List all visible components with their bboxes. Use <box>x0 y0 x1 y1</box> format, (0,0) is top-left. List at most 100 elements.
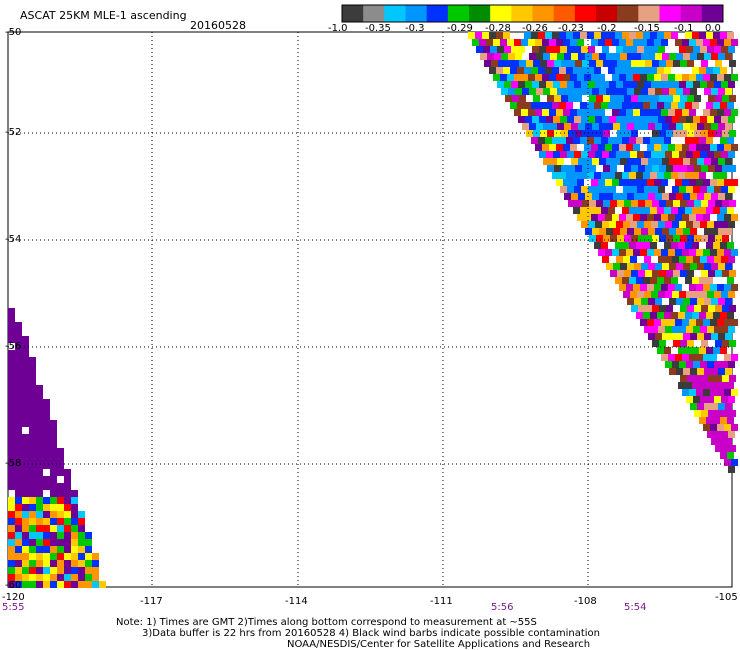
swath-cell <box>529 123 536 130</box>
swath-cell <box>652 95 659 102</box>
swath-cell <box>672 361 679 368</box>
swath-cell <box>728 291 735 298</box>
swath-cell <box>591 144 598 151</box>
swath-cell <box>658 186 665 193</box>
swath-cell <box>703 144 710 151</box>
swath-cell <box>637 151 644 158</box>
swath-cell <box>704 403 711 410</box>
swath-cell <box>512 60 519 67</box>
swath-cell <box>706 67 713 74</box>
swath-cell <box>22 553 29 560</box>
swath-cell <box>50 427 57 434</box>
swath-cell <box>623 116 630 123</box>
swath-cell <box>36 413 43 420</box>
swath-cell <box>711 333 718 340</box>
swath-cell <box>650 32 657 39</box>
swath-cell <box>505 60 512 67</box>
swath-cell <box>29 371 36 378</box>
swath-cell <box>664 277 671 284</box>
swath-cell <box>554 95 561 102</box>
swath-cell <box>599 193 606 200</box>
swath-cell <box>78 567 85 574</box>
swath-cell <box>724 39 731 46</box>
swath-cell <box>613 88 620 95</box>
swath-cell <box>718 53 725 60</box>
swath-cell <box>711 263 718 270</box>
swath-cell <box>490 46 497 53</box>
swath-cell <box>567 81 574 88</box>
swath-cell <box>722 340 729 347</box>
swath-cell <box>622 32 629 39</box>
swath-cell <box>693 326 700 333</box>
swath-cell <box>571 158 578 165</box>
swath-cell <box>64 476 71 483</box>
swath-cell <box>685 242 692 249</box>
swath-cell <box>675 144 682 151</box>
swath-cell <box>602 81 609 88</box>
swath-cell <box>50 455 57 462</box>
swath-cell <box>710 249 717 256</box>
swath-cell <box>508 88 515 95</box>
swath-cell <box>8 329 15 336</box>
swath-cell <box>610 165 617 172</box>
swath-cell <box>659 235 666 242</box>
swath-cell <box>22 336 29 343</box>
swath-cell <box>71 553 78 560</box>
swath-cell <box>713 347 720 354</box>
swath-cell <box>658 151 665 158</box>
swath-cell <box>690 333 697 340</box>
swath-cell <box>724 109 731 116</box>
swath-cell <box>650 207 657 214</box>
swath-cell <box>560 81 567 88</box>
colorbar-swatch <box>426 5 449 22</box>
swath-cell <box>580 172 587 179</box>
swath-cell <box>671 242 678 249</box>
swath-cell <box>640 214 647 221</box>
swath-cell <box>8 413 15 420</box>
swath-cell <box>657 207 664 214</box>
swath-cell <box>626 249 633 256</box>
lon-label: -105 <box>715 592 738 603</box>
swath-cell <box>706 417 713 424</box>
swath-cell <box>484 60 491 67</box>
swath-cell <box>680 270 687 277</box>
swath-cell <box>686 186 693 193</box>
swath-cell <box>644 81 651 88</box>
swath-cell <box>728 221 735 228</box>
swath-cell <box>634 228 641 235</box>
swath-cell <box>594 32 601 39</box>
swath-cell <box>728 326 735 333</box>
swath-cell <box>71 539 78 546</box>
swath-cell <box>647 39 654 46</box>
swath-cell <box>654 319 661 326</box>
swath-cell <box>665 326 672 333</box>
swath-cell <box>710 109 717 116</box>
swath-cell <box>543 53 550 60</box>
swath-cell <box>700 221 707 228</box>
swath-cell <box>727 382 734 389</box>
swath-cell <box>36 483 43 490</box>
swath-cell <box>563 39 570 46</box>
swath-cell <box>637 81 644 88</box>
swath-cell <box>692 102 699 109</box>
swath-cell <box>36 497 43 504</box>
swath-cell <box>578 53 585 60</box>
swath-cell <box>724 354 731 361</box>
swath-cell <box>675 214 682 221</box>
swath-cell <box>696 74 703 81</box>
swath-cell <box>540 60 547 67</box>
swath-cell <box>704 228 711 235</box>
swath-cell <box>672 116 679 123</box>
swath-cell <box>693 256 700 263</box>
swath-cell <box>36 385 43 392</box>
swath-cell <box>8 392 15 399</box>
swath-cell <box>22 455 29 462</box>
swath-cell <box>676 158 683 165</box>
swath-cell <box>8 378 15 385</box>
swath-cell <box>659 60 666 67</box>
swath-cell <box>606 123 613 130</box>
swath-cell <box>545 32 552 39</box>
swath-cell <box>672 221 679 228</box>
swath-cell <box>636 277 643 284</box>
swath-cell <box>679 46 686 53</box>
